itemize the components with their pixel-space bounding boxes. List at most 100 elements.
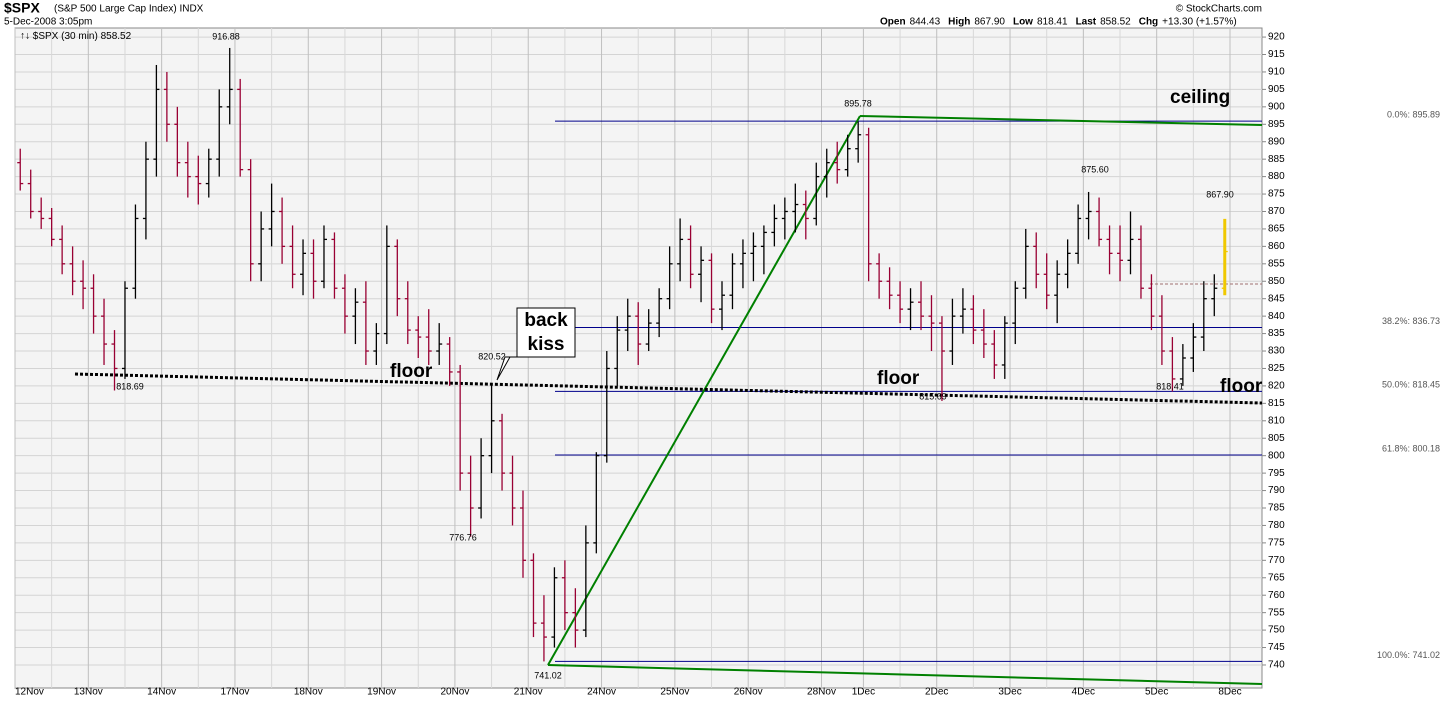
y-tick-label: 795 bbox=[1268, 468, 1285, 479]
stats: Open 844.43 High 867.90 Low 818.41 Last 858.52 C… bbox=[880, 17, 1237, 28]
stat-label: Open bbox=[880, 17, 906, 28]
stat-label: Last bbox=[1076, 17, 1097, 28]
annotation: back bbox=[524, 310, 568, 331]
y-tick-label: 830 bbox=[1268, 346, 1285, 357]
y-tick-label: 870 bbox=[1268, 206, 1285, 217]
index-name: (S&P 500 Large Cap Index) INDX bbox=[54, 4, 204, 15]
y-tick-label: 745 bbox=[1268, 642, 1285, 653]
x-tick-label: 18Nov bbox=[294, 687, 323, 698]
y-tick-label: 820 bbox=[1268, 381, 1285, 392]
y-tick-label: 855 bbox=[1268, 258, 1285, 269]
bars bbox=[17, 47, 1228, 662]
stat-value: 858.52 bbox=[1100, 17, 1131, 28]
y-tick-label: 910 bbox=[1268, 67, 1285, 78]
y-tick-label: 760 bbox=[1268, 590, 1285, 601]
y-tick-label: 845 bbox=[1268, 293, 1285, 304]
stat-value: +13.30 (+1.57%) bbox=[1162, 17, 1237, 28]
x-tick-label: 12Nov bbox=[15, 687, 44, 698]
price-label: 875.60 bbox=[1081, 164, 1109, 174]
y-tick-label: 770 bbox=[1268, 555, 1285, 566]
trend-line bbox=[547, 664, 1263, 685]
trend-line bbox=[547, 115, 861, 666]
x-tick-label: 25Nov bbox=[660, 687, 689, 698]
y-tick-label: 860 bbox=[1268, 241, 1285, 252]
stat-label: Low bbox=[1013, 17, 1033, 28]
floor-line bbox=[74, 372, 1263, 405]
x-tick-label: 28Nov bbox=[807, 687, 836, 698]
y-tick-label: 905 bbox=[1268, 84, 1285, 95]
y-tick-label: 920 bbox=[1268, 32, 1285, 43]
x-tick-label: 2Dec bbox=[925, 687, 948, 698]
y-tick-label: 805 bbox=[1268, 433, 1285, 444]
y-tick-label: 780 bbox=[1268, 520, 1285, 531]
y-tick-label: 895 bbox=[1268, 119, 1285, 130]
x-tick-label: 20Nov bbox=[440, 687, 469, 698]
stat-label: High bbox=[948, 17, 970, 28]
annotation: floor bbox=[1220, 376, 1263, 397]
price-label: 815.69 bbox=[919, 391, 947, 401]
price-label: 820.52 bbox=[478, 351, 506, 361]
x-tick-label: 4Dec bbox=[1072, 687, 1095, 698]
stat-value: 818.41 bbox=[1037, 17, 1068, 28]
stat-value: 844.43 bbox=[910, 17, 941, 28]
fib-label: 0.0%: 895.89 bbox=[1387, 110, 1440, 120]
x-tick-label: 13Nov bbox=[74, 687, 103, 698]
legend: ↑↓ $SPX (30 min) 858.52 bbox=[20, 31, 132, 42]
y-tick-label: 800 bbox=[1268, 450, 1285, 461]
y-tick-label: 815 bbox=[1268, 398, 1285, 409]
y-tick-label: 840 bbox=[1268, 311, 1285, 322]
y-tick-label: 865 bbox=[1268, 224, 1285, 235]
annotation: kiss bbox=[528, 334, 565, 355]
annotation: ceiling bbox=[1170, 87, 1230, 108]
y-tick-label: 900 bbox=[1268, 101, 1285, 112]
copyright: © StockCharts.com bbox=[1176, 4, 1262, 15]
price-label: 818.41 bbox=[1156, 381, 1184, 391]
price-label: 916.88 bbox=[212, 31, 240, 41]
x-tick-label: 1Dec bbox=[852, 687, 875, 698]
y-tick-label: 810 bbox=[1268, 415, 1285, 426]
x-tick-label: 19Nov bbox=[367, 687, 396, 698]
x-tick-label: 21Nov bbox=[514, 687, 543, 698]
y-tick-label: 750 bbox=[1268, 625, 1285, 636]
y-tick-label: 880 bbox=[1268, 171, 1285, 182]
x-tick-label: 17Nov bbox=[221, 687, 250, 698]
fib-label: 61.8%: 800.18 bbox=[1382, 443, 1440, 453]
y-tick-label: 765 bbox=[1268, 572, 1285, 583]
annotation: floor bbox=[390, 361, 433, 382]
y-tick-label: 785 bbox=[1268, 503, 1285, 514]
price-label: 818.69 bbox=[116, 381, 144, 391]
y-tick-label: 790 bbox=[1268, 485, 1285, 496]
callout-box bbox=[496, 307, 576, 381]
price-label: 867.90 bbox=[1206, 189, 1234, 199]
price-label: 741.02 bbox=[534, 670, 562, 680]
y-tick-label: 825 bbox=[1268, 363, 1285, 374]
stat-label: Chg bbox=[1139, 17, 1158, 28]
y-tick-label: 885 bbox=[1268, 154, 1285, 165]
legend-text: $SPX (30 min) 858.52 bbox=[33, 31, 132, 42]
x-tick-label: 14Nov bbox=[147, 687, 176, 698]
date: 5-Dec-2008 3:05pm bbox=[4, 17, 92, 28]
fib-label: 50.0%: 818.45 bbox=[1382, 380, 1440, 390]
x-tick-label: 8Dec bbox=[1218, 687, 1241, 698]
y-tick-label: 915 bbox=[1268, 49, 1285, 60]
y-tick-label: 755 bbox=[1268, 607, 1285, 618]
y-tick-label: 875 bbox=[1268, 189, 1285, 200]
stat-value: 867.90 bbox=[974, 17, 1005, 28]
symbol: $SPX bbox=[4, 0, 40, 16]
x-tick-label: 3Dec bbox=[998, 687, 1021, 698]
y-tick-label: 835 bbox=[1268, 328, 1285, 339]
fib-lines bbox=[555, 120, 1262, 662]
x-tick-label: 5Dec bbox=[1145, 687, 1168, 698]
fib-label: 100.0%: 741.02 bbox=[1377, 650, 1440, 660]
fib-label: 38.2%: 836.73 bbox=[1382, 316, 1440, 326]
price-label: 895.78 bbox=[844, 98, 872, 108]
trend-line bbox=[859, 115, 1263, 126]
x-tick-label: 26Nov bbox=[734, 687, 763, 698]
price-label: 776.76 bbox=[449, 532, 477, 542]
y-tick-label: 890 bbox=[1268, 136, 1285, 147]
y-tick-label: 850 bbox=[1268, 276, 1285, 287]
annotation: floor bbox=[877, 368, 920, 389]
x-tick-label: 24Nov bbox=[587, 687, 616, 698]
